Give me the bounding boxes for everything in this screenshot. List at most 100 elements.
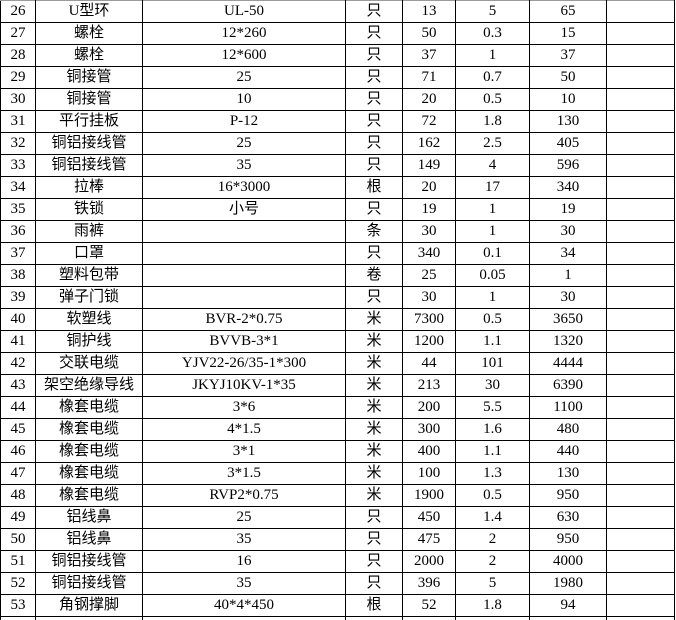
cell-blank[interactable] [606, 528, 675, 551]
cell-row-no[interactable]: 49 [0, 506, 36, 529]
cell-row-no[interactable]: 36 [0, 220, 36, 243]
cell-total[interactable]: 4000 [529, 550, 607, 573]
cell-quantity[interactable]: 13 [402, 0, 456, 23]
cell-spec[interactable]: YJV22-26/35-1*300 [142, 352, 346, 375]
cell-spec[interactable]: 10 [142, 88, 346, 111]
cell-item-name[interactable]: 铜铝接线管 [35, 154, 143, 177]
cell-unit[interactable]: 卷 [345, 264, 403, 287]
cell-quantity[interactable]: 100 [402, 462, 456, 485]
cell-total[interactable]: 130 [529, 110, 607, 133]
cell-total[interactable]: 65 [529, 0, 607, 23]
cell-quantity[interactable]: 44 [402, 352, 456, 375]
cell-quantity[interactable]: 52 [402, 594, 456, 617]
cell-unit[interactable]: 米 [345, 396, 403, 419]
cell-item-name[interactable]: 架空绝缘导线 [35, 374, 143, 397]
cell-item-name[interactable]: 铜铝接线管 [35, 572, 143, 595]
cell-total[interactable]: 1 [529, 264, 607, 287]
cell-blank[interactable] [606, 462, 675, 485]
cell-unit-price[interactable]: 30 [455, 374, 530, 397]
cell-row-no[interactable]: 39 [0, 286, 36, 309]
cell-blank[interactable] [606, 550, 675, 573]
cell-spec[interactable] [142, 286, 346, 309]
cell-blank[interactable] [606, 198, 675, 221]
cell-unit[interactable]: 只 [345, 154, 403, 177]
cell-blank[interactable] [606, 242, 675, 265]
cell-spec[interactable]: 35 [142, 154, 346, 177]
cell-item-name[interactable]: 铁锁 [35, 198, 143, 221]
cell-unit-price[interactable]: 5 [455, 0, 530, 23]
cell-total[interactable]: 440 [529, 440, 607, 463]
cell-spec[interactable]: 4*1.5 [142, 418, 346, 441]
cell-blank[interactable] [606, 506, 675, 529]
cell-blank[interactable] [606, 330, 675, 353]
cell-total[interactable]: 130 [529, 462, 607, 485]
cell-unit-price[interactable]: 17 [455, 176, 530, 199]
cell-unit-price[interactable]: 1 [455, 44, 530, 67]
cell-total[interactable]: 6390 [529, 374, 607, 397]
cell-blank[interactable] [606, 374, 675, 397]
cell-row-no[interactable] [0, 616, 36, 620]
cell-total[interactable]: 405 [529, 132, 607, 155]
cell-quantity[interactable]: 300 [402, 418, 456, 441]
cell-unit-price[interactable]: 1 [455, 198, 530, 221]
cell-item-name[interactable]: 软塑线 [35, 308, 143, 331]
cell-unit[interactable]: 只 [345, 528, 403, 551]
cell-spec[interactable] [142, 242, 346, 265]
cell-spec[interactable]: BVVB-3*1 [142, 330, 346, 353]
cell-blank[interactable] [606, 88, 675, 111]
cell-spec[interactable]: 25 [142, 132, 346, 155]
cell-row-no[interactable]: 47 [0, 462, 36, 485]
cell-quantity[interactable]: 475 [402, 528, 456, 551]
cell-row-no[interactable]: 41 [0, 330, 36, 353]
cell-unit[interactable]: 米 [345, 484, 403, 507]
cell-row-no[interactable]: 29 [0, 66, 36, 89]
cell-item-name[interactable]: 平行挂板 [35, 110, 143, 133]
cell-total[interactable]: 950 [529, 484, 607, 507]
cell-quantity[interactable]: 7300 [402, 308, 456, 331]
cell-unit[interactable]: 只 [345, 44, 403, 67]
cell-spec[interactable]: UL-50 [142, 0, 346, 23]
cell-unit[interactable]: 只 [345, 22, 403, 45]
cell-row-no[interactable]: 46 [0, 440, 36, 463]
cell-unit[interactable]: 根 [345, 594, 403, 617]
cell-quantity[interactable]: 1900 [402, 484, 456, 507]
cell-spec[interactable]: 16*3000 [142, 176, 346, 199]
cell-row-no[interactable]: 30 [0, 88, 36, 111]
cell-unit-price[interactable]: 5 [455, 572, 530, 595]
cell-blank[interactable] [606, 264, 675, 287]
cell-unit-price[interactable]: 5.5 [455, 396, 530, 419]
cell-unit-price[interactable]: 1 [455, 286, 530, 309]
cell-unit[interactable]: 米 [345, 308, 403, 331]
cell-unit-price[interactable]: 0.5 [455, 484, 530, 507]
cell-item-name[interactable]: 橡套电缆 [35, 484, 143, 507]
cell-unit-price[interactable]: 0.5 [455, 88, 530, 111]
cell-row-no[interactable]: 32 [0, 132, 36, 155]
cell-row-no[interactable]: 51 [0, 550, 36, 573]
cell-item-name[interactable]: 铜铝接线管 [35, 550, 143, 573]
cell-row-no[interactable]: 27 [0, 22, 36, 45]
cell-quantity[interactable]: 71 [402, 66, 456, 89]
cell-blank[interactable] [606, 44, 675, 67]
cell-item-name[interactable]: 铜接管 [35, 66, 143, 89]
cell-spec[interactable]: 25 [142, 66, 346, 89]
cell-quantity[interactable]: 396 [402, 572, 456, 595]
cell-quantity[interactable]: 30 [402, 286, 456, 309]
cell-total[interactable]: 10 [529, 88, 607, 111]
cell-unit-price[interactable]: 2 [455, 528, 530, 551]
cell-spec[interactable]: 40*4*450 [142, 594, 346, 617]
cell-unit-price[interactable]: 1.6 [455, 418, 530, 441]
cell-row-no[interactable]: 45 [0, 418, 36, 441]
cell-unit[interactable]: 只 [345, 242, 403, 265]
cell-spec[interactable]: JKYJ10KV-1*35 [142, 374, 346, 397]
cell-row-no[interactable]: 38 [0, 264, 36, 287]
cell-unit[interactable]: 条 [345, 220, 403, 243]
cell-row-no[interactable]: 31 [0, 110, 36, 133]
cell-spec[interactable]: 12*260 [142, 22, 346, 45]
cell-item-name[interactable]: 铜接管 [35, 88, 143, 111]
cell-spec[interactable]: 12*600 [142, 44, 346, 67]
cell-unit[interactable]: 只 [345, 88, 403, 111]
cell-unit[interactable]: 米 [345, 352, 403, 375]
cell-unit[interactable]: 只 [345, 110, 403, 133]
cell-blank[interactable] [606, 220, 675, 243]
cell-quantity[interactable]: 340 [402, 242, 456, 265]
